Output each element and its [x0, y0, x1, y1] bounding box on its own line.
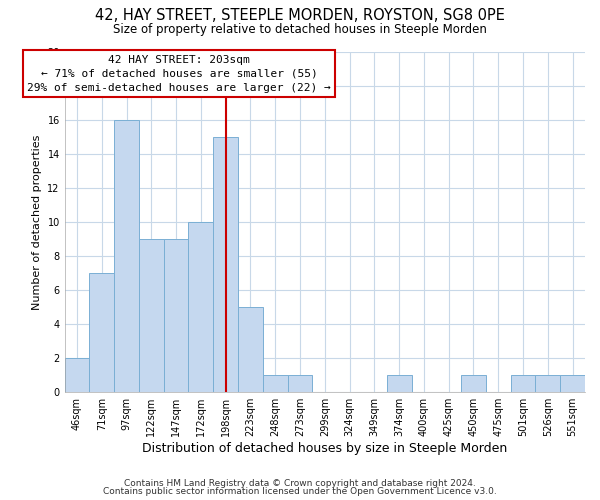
Bar — [387, 375, 412, 392]
Text: 42 HAY STREET: 203sqm
← 71% of detached houses are smaller (55)
29% of semi-deta: 42 HAY STREET: 203sqm ← 71% of detached … — [27, 55, 331, 93]
Y-axis label: Number of detached properties: Number of detached properties — [32, 134, 42, 310]
Bar — [89, 273, 114, 392]
Bar — [139, 239, 164, 392]
Text: Size of property relative to detached houses in Steeple Morden: Size of property relative to detached ho… — [113, 22, 487, 36]
Bar — [263, 375, 287, 392]
Bar — [287, 375, 313, 392]
Bar — [511, 375, 535, 392]
Bar — [461, 375, 486, 392]
Bar — [188, 222, 213, 392]
Bar — [65, 358, 89, 392]
Bar — [535, 375, 560, 392]
Text: 42, HAY STREET, STEEPLE MORDEN, ROYSTON, SG8 0PE: 42, HAY STREET, STEEPLE MORDEN, ROYSTON,… — [95, 8, 505, 22]
Text: Contains public sector information licensed under the Open Government Licence v3: Contains public sector information licen… — [103, 487, 497, 496]
Bar — [213, 136, 238, 392]
Bar — [164, 239, 188, 392]
X-axis label: Distribution of detached houses by size in Steeple Morden: Distribution of detached houses by size … — [142, 442, 508, 455]
Bar — [238, 307, 263, 392]
Text: Contains HM Land Registry data © Crown copyright and database right 2024.: Contains HM Land Registry data © Crown c… — [124, 478, 476, 488]
Bar — [114, 120, 139, 392]
Bar — [560, 375, 585, 392]
